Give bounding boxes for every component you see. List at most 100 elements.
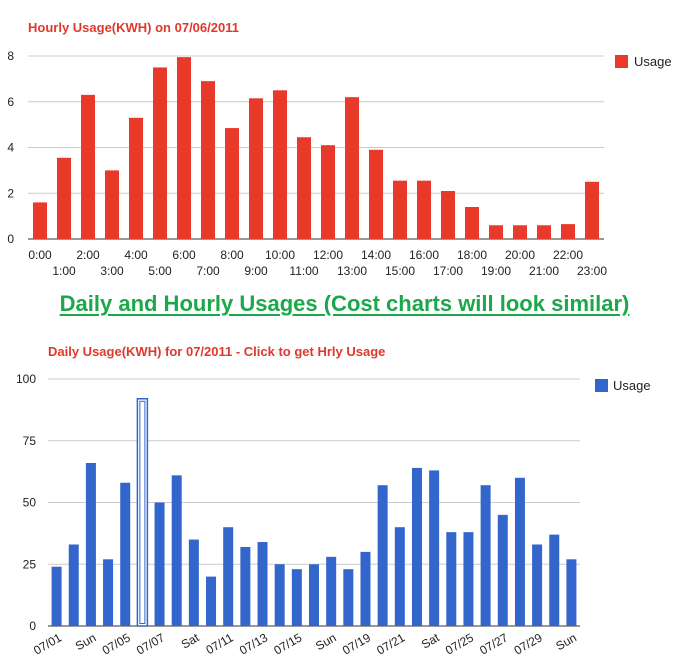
daily-bar[interactable] (566, 559, 577, 626)
daily-bar[interactable] (377, 485, 388, 626)
daily-bar-selected[interactable] (136, 398, 149, 627)
daily-bar[interactable] (326, 556, 337, 626)
daily-bar[interactable] (291, 569, 302, 626)
daily-x-tick-label: 07/29 (512, 630, 545, 657)
daily-x-tick-labels: 07/01 Sun 07/05 07/07 Sat 07/11 07/13 07/15 Sun 0… (31, 630, 579, 657)
daily-bar[interactable] (497, 514, 508, 626)
daily-bar[interactable] (223, 527, 234, 626)
hourly-x-tick-label: 20:00 (505, 248, 535, 262)
daily-y-tick-labels: 0 25 50 75 100 (16, 372, 36, 633)
daily-bar[interactable] (549, 534, 560, 626)
hourly-x-tick-label: 15:00 (385, 264, 415, 278)
hourly-bar[interactable] (369, 149, 383, 239)
hourly-x-tick-label: 13:00 (337, 264, 367, 278)
daily-bar[interactable] (309, 564, 319, 626)
daily-bars[interactable] (51, 398, 577, 627)
hourly-bar[interactable] (297, 137, 311, 239)
daily-bar[interactable] (394, 527, 405, 626)
hourly-y-tick-label: 0 (7, 232, 14, 246)
daily-x-tick-label: 07/15 (271, 630, 304, 657)
daily-bar[interactable] (343, 569, 354, 626)
daily-x-tick-label: Sat (179, 630, 202, 651)
hourly-gridlines (28, 55, 604, 240)
hourly-x-tick-label: 2:00 (76, 248, 100, 262)
daily-y-tick-label: 75 (23, 434, 37, 448)
hourly-bars[interactable] (33, 57, 599, 239)
hourly-bar[interactable] (321, 145, 335, 239)
hourly-x-tick-label: 0:00 (28, 248, 52, 262)
daily-x-tick-label: 07/27 (477, 630, 510, 657)
daily-bar[interactable] (514, 477, 525, 626)
hourly-x-tick-label: 23:00 (577, 264, 607, 278)
daily-y-tick-label: 0 (29, 619, 36, 633)
daily-bar[interactable] (68, 544, 79, 626)
daily-bar[interactable] (188, 539, 199, 626)
hourly-bar[interactable] (345, 97, 359, 239)
daily-x-tick-label: 07/25 (443, 630, 476, 657)
daily-x-tick-label: Sun (73, 630, 98, 653)
hourly-x-tick-label: 4:00 (124, 248, 148, 262)
daily-x-tick-label: Sun (553, 630, 578, 653)
daily-bar[interactable] (463, 532, 474, 626)
hourly-bar[interactable] (33, 202, 47, 239)
hourly-legend-swatch (615, 55, 628, 68)
hourly-x-tick-label: 1:00 (52, 264, 76, 278)
hourly-bar[interactable] (513, 225, 527, 239)
daily-bar[interactable] (240, 546, 251, 626)
hourly-bar[interactable] (249, 98, 263, 239)
hourly-bar[interactable] (273, 90, 287, 239)
hourly-x-tick-label: 19:00 (481, 264, 511, 278)
daily-bar[interactable] (120, 482, 131, 626)
hourly-usage-chart: Hourly Usage(KWH) on 07/06/2011 0 2 4 6 8 0:… (7, 20, 672, 278)
daily-bar[interactable] (85, 462, 96, 626)
daily-y-tick-label: 25 (23, 557, 37, 571)
daily-bar[interactable] (532, 544, 543, 626)
daily-x-tick-label: 07/05 (100, 630, 133, 657)
hourly-bar[interactable] (489, 225, 503, 239)
hourly-bar[interactable] (81, 94, 95, 239)
hourly-bar[interactable] (561, 224, 575, 239)
daily-bar[interactable] (171, 475, 182, 626)
hourly-bar[interactable] (537, 225, 551, 239)
hourly-legend: Usage (615, 54, 672, 69)
hourly-x-tick-label: 21:00 (529, 264, 559, 278)
daily-bar[interactable] (411, 467, 422, 626)
hourly-bar[interactable] (465, 206, 479, 239)
daily-x-tick-label: Sat (419, 630, 442, 651)
daily-bar[interactable] (274, 564, 285, 626)
daily-bar-selected-inner (139, 400, 146, 625)
banner-text: Daily and Hourly Usages (Cost charts wil… (59, 291, 630, 316)
daily-bar[interactable] (206, 576, 217, 626)
daily-bar[interactable] (446, 532, 457, 626)
daily-bar[interactable] (360, 551, 371, 626)
hourly-x-tick-label: 3:00 (100, 264, 124, 278)
hourly-x-tick-label: 14:00 (361, 248, 391, 262)
hourly-bar[interactable] (417, 180, 431, 239)
hourly-chart-title: Hourly Usage(KWH) on 07/06/2011 (28, 20, 239, 35)
hourly-x-tick-label: 5:00 (148, 264, 172, 278)
hourly-x-tick-label: 9:00 (244, 264, 268, 278)
hourly-bar[interactable] (441, 190, 455, 239)
hourly-bar[interactable] (201, 81, 215, 239)
hourly-x-tick-label: 16:00 (409, 248, 439, 262)
hourly-bar[interactable] (129, 117, 143, 239)
daily-bar[interactable] (51, 566, 62, 626)
hourly-x-tick-label: 17:00 (433, 264, 463, 278)
daily-bar[interactable] (429, 470, 440, 626)
daily-bar[interactable] (154, 502, 165, 627)
hourly-bar[interactable] (585, 181, 599, 239)
hourly-bar[interactable] (177, 57, 191, 239)
hourly-x-tick-label: 8:00 (220, 248, 244, 262)
hourly-bar[interactable] (57, 157, 71, 239)
daily-x-tick-label: 07/13 (237, 630, 270, 657)
daily-chart-title: Daily Usage(KWH) for 07/2011 - Click to … (48, 344, 385, 359)
daily-bar[interactable] (103, 559, 114, 626)
daily-bar[interactable] (480, 485, 491, 626)
daily-legend-swatch (595, 379, 608, 392)
daily-bar[interactable] (257, 542, 268, 626)
hourly-bar[interactable] (225, 128, 239, 239)
hourly-bar[interactable] (393, 180, 407, 239)
hourly-bar[interactable] (105, 170, 119, 239)
hourly-bar[interactable] (153, 67, 167, 239)
daily-y-tick-label: 100 (16, 372, 36, 386)
